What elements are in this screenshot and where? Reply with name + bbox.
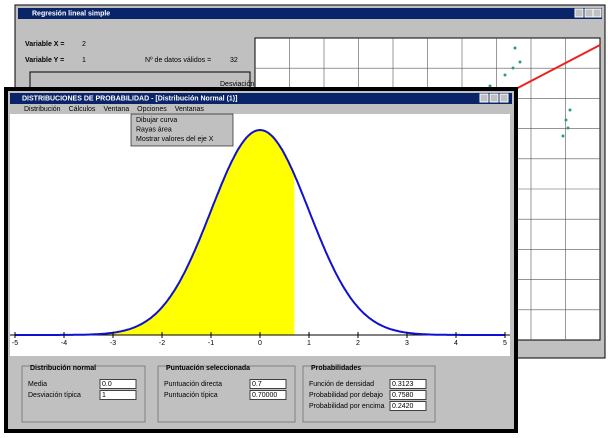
field-label: Puntuación directa <box>164 381 222 388</box>
field-box[interactable] <box>389 379 427 389</box>
front-close-button[interactable] <box>499 93 509 103</box>
field-value: 0.3123 <box>392 381 414 388</box>
x-tick-label: 3 <box>405 340 409 347</box>
field-value: 0.7580 <box>392 392 414 399</box>
front-titlebar <box>10 93 512 104</box>
scatter-point <box>561 134 565 138</box>
field-label: Desviación típica <box>28 392 81 399</box>
field-box[interactable] <box>389 390 427 400</box>
column-header: Desviación <box>220 81 254 88</box>
field-box[interactable] <box>249 390 287 400</box>
x-tick-label: 1 <box>307 340 311 347</box>
var-x-label: Variable X = <box>25 41 65 48</box>
field-label: Probabilidad por encima <box>309 403 385 410</box>
menu-item[interactable]: Distribución <box>24 106 61 113</box>
n-label: Nº de datos válidos = <box>145 57 211 64</box>
back-titlebar <box>18 8 602 19</box>
group-title: Probabilidades <box>311 365 361 372</box>
field-value: 1 <box>102 392 106 399</box>
group-title: Distribución normal <box>30 365 96 372</box>
scatter-point <box>568 108 572 112</box>
field-label: Probabilidad por debajo <box>309 392 383 399</box>
front-window: DISTRIBUCIONES DE PROBABILIDAD - [Distri… <box>4 87 518 433</box>
field-value: 0.2420 <box>392 403 414 410</box>
field-box[interactable] <box>389 401 427 411</box>
scatter-point <box>488 84 492 88</box>
back-min-button[interactable] <box>574 8 584 18</box>
x-tick-label: -5 <box>12 340 18 347</box>
scatter-point <box>511 66 515 70</box>
menu-item[interactable]: Ventana <box>103 106 129 113</box>
field-label: Función de densidad <box>309 381 374 388</box>
menu-item[interactable]: Opciones <box>137 106 167 113</box>
density-curve <box>15 128 505 336</box>
scatter-point <box>513 46 517 50</box>
front-min-button[interactable] <box>479 93 489 103</box>
field-box[interactable] <box>99 390 137 400</box>
shaded-area <box>15 130 295 335</box>
field-box[interactable] <box>99 379 137 389</box>
x-tick-label: -3 <box>110 340 116 347</box>
var-y-label: Variable Y = <box>25 57 64 64</box>
x-tick-label: -1 <box>208 340 214 347</box>
group-box <box>302 365 436 423</box>
regression-line <box>509 44 601 93</box>
scatter-point <box>518 60 522 64</box>
field-value: 0.70000 <box>252 392 277 399</box>
x-tick-label: -2 <box>159 340 165 347</box>
back-max-button[interactable] <box>584 8 594 18</box>
field-value: 0.0 <box>102 381 112 388</box>
scatter-point <box>564 118 568 122</box>
field-value: 0.7 <box>252 381 262 388</box>
menu-bar <box>10 104 512 114</box>
scatter-point <box>503 73 507 77</box>
field-label: Media <box>28 381 47 388</box>
field-box[interactable] <box>249 379 287 389</box>
dropdown-item[interactable]: Mostrar valores del eje X <box>136 136 214 143</box>
group-box <box>157 365 296 423</box>
var-y-value: 1 <box>82 57 86 64</box>
front-max-button[interactable] <box>489 93 499 103</box>
group-box <box>21 365 146 423</box>
dropdown-menu <box>130 113 234 147</box>
front-title: DISTRIBUCIONES DE PROBABILIDAD - [Distri… <box>22 95 237 102</box>
menu-item[interactable]: Ventanas <box>175 106 205 113</box>
x-tick-label: 4 <box>454 340 458 347</box>
dropdown-item[interactable]: Rayas área <box>136 126 172 133</box>
dropdown-item[interactable]: Dibujar curva <box>136 117 177 124</box>
x-tick-label: -4 <box>61 340 67 347</box>
field-label: Puntuación típica <box>164 392 218 399</box>
back-title: Regresión lineal simple <box>32 10 110 17</box>
x-tick-label: 5 <box>503 340 507 347</box>
n-value: 32 <box>230 57 238 64</box>
x-tick-label: 2 <box>356 340 360 347</box>
var-x-value: 2 <box>82 41 86 48</box>
x-tick-label: 0 <box>258 340 262 347</box>
group-title: Puntuación seleccionada <box>166 365 250 372</box>
menu-item[interactable]: Cálculos <box>69 106 96 113</box>
back-close-button[interactable] <box>592 8 602 18</box>
scatter-point <box>566 126 570 130</box>
